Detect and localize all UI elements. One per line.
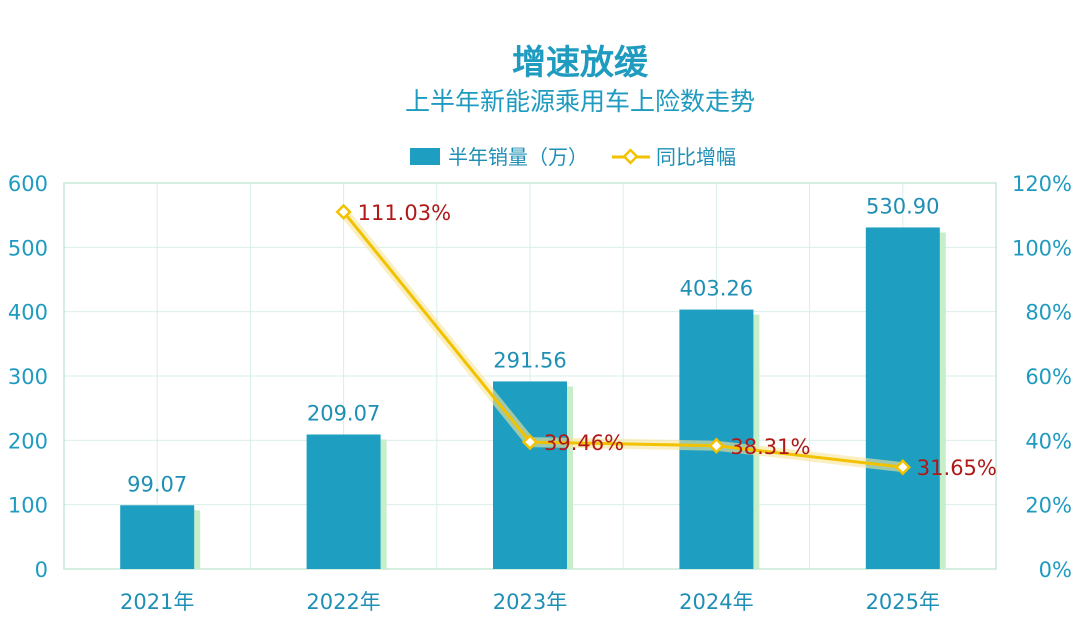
bar-value-label: 209.07 <box>307 401 380 425</box>
chart-title: 增速放缓 <box>512 43 649 83</box>
x-tick-label: 2022年 <box>306 590 380 614</box>
y-right-tick-label: 60% <box>1025 365 1072 389</box>
pct-value-label: 38.31% <box>730 435 810 459</box>
line-point <box>335 203 352 220</box>
y-left-tick-label: 400 <box>8 301 48 325</box>
bar <box>306 434 381 569</box>
y-right-tick-label: 100% <box>1012 236 1072 260</box>
line-point <box>521 433 539 451</box>
bar-value-label: 291.56 <box>493 348 566 372</box>
y-left-tick-label: 300 <box>8 365 48 389</box>
y-left-tick-label: 600 <box>8 172 48 196</box>
bar <box>865 227 940 569</box>
y-right-tick-label: 120% <box>1012 172 1072 196</box>
x-tick-label: 2025年 <box>866 590 940 614</box>
legend: 半年销量（万） 同比增幅 <box>410 145 736 169</box>
pct-value-label: 39.46% <box>544 431 624 455</box>
x-tick-label: 2023年 <box>493 590 567 614</box>
y-left-tick-label: 500 <box>8 236 48 260</box>
bar-value-label: 530.90 <box>866 194 939 218</box>
data-labels: 99.07 209.07 291.56 403.26 530.90 111.03% 39.4… <box>127 194 997 496</box>
y-left-tick-label: 200 <box>8 429 48 453</box>
bar-value-label: 403.26 <box>680 277 753 301</box>
y-right-tick-label: 80% <box>1025 301 1072 325</box>
bar <box>120 505 195 569</box>
growth-line <box>342 210 903 469</box>
line-point <box>894 459 911 476</box>
y-right-tick-label: 40% <box>1025 429 1072 453</box>
legend-bar-swatch <box>410 148 440 165</box>
line-series <box>335 203 911 476</box>
y-left-tick-label: 100 <box>8 494 48 518</box>
chart-subtitle: 上半年新能源乘用车上险数走势 <box>405 87 755 116</box>
y-right-tick-label: 20% <box>1025 494 1072 518</box>
legend-line-label: 同比增幅 <box>656 145 736 169</box>
y-left-tick-label: 0 <box>35 558 48 582</box>
y-right-tick-label: 0% <box>1039 558 1072 582</box>
x-tick-label: 2021年 <box>120 590 194 614</box>
bar-series <box>120 227 946 569</box>
line-point <box>708 437 725 454</box>
pct-value-label: 111.03% <box>358 201 451 225</box>
x-tick-label: 2024年 <box>679 590 753 614</box>
legend-bar-label: 半年销量（万） <box>448 145 588 169</box>
pct-value-label: 31.65% <box>917 456 997 480</box>
bar-value-label: 99.07 <box>127 472 187 496</box>
legend-line-marker <box>622 148 639 165</box>
axes: 0 100 200 300 400 500 600 0% 20% 40% 60% 80% 100% 120… <box>8 172 1072 614</box>
